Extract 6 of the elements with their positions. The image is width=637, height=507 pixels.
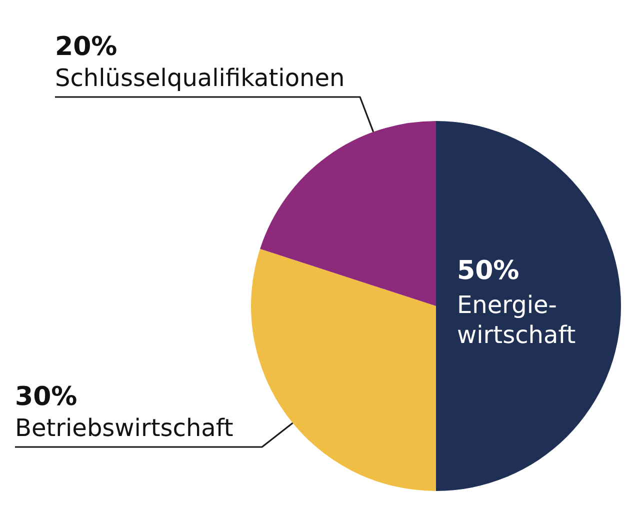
data-label: 30% xyxy=(15,382,78,412)
slice-label: Schlüsselqualifikationen xyxy=(55,64,345,92)
data-label: 20% xyxy=(55,32,118,62)
slice-label: Betriebswirtschaft xyxy=(15,414,234,442)
data-label: 50% xyxy=(457,256,520,286)
slice-label: Energie- wirtschaft xyxy=(457,291,576,349)
